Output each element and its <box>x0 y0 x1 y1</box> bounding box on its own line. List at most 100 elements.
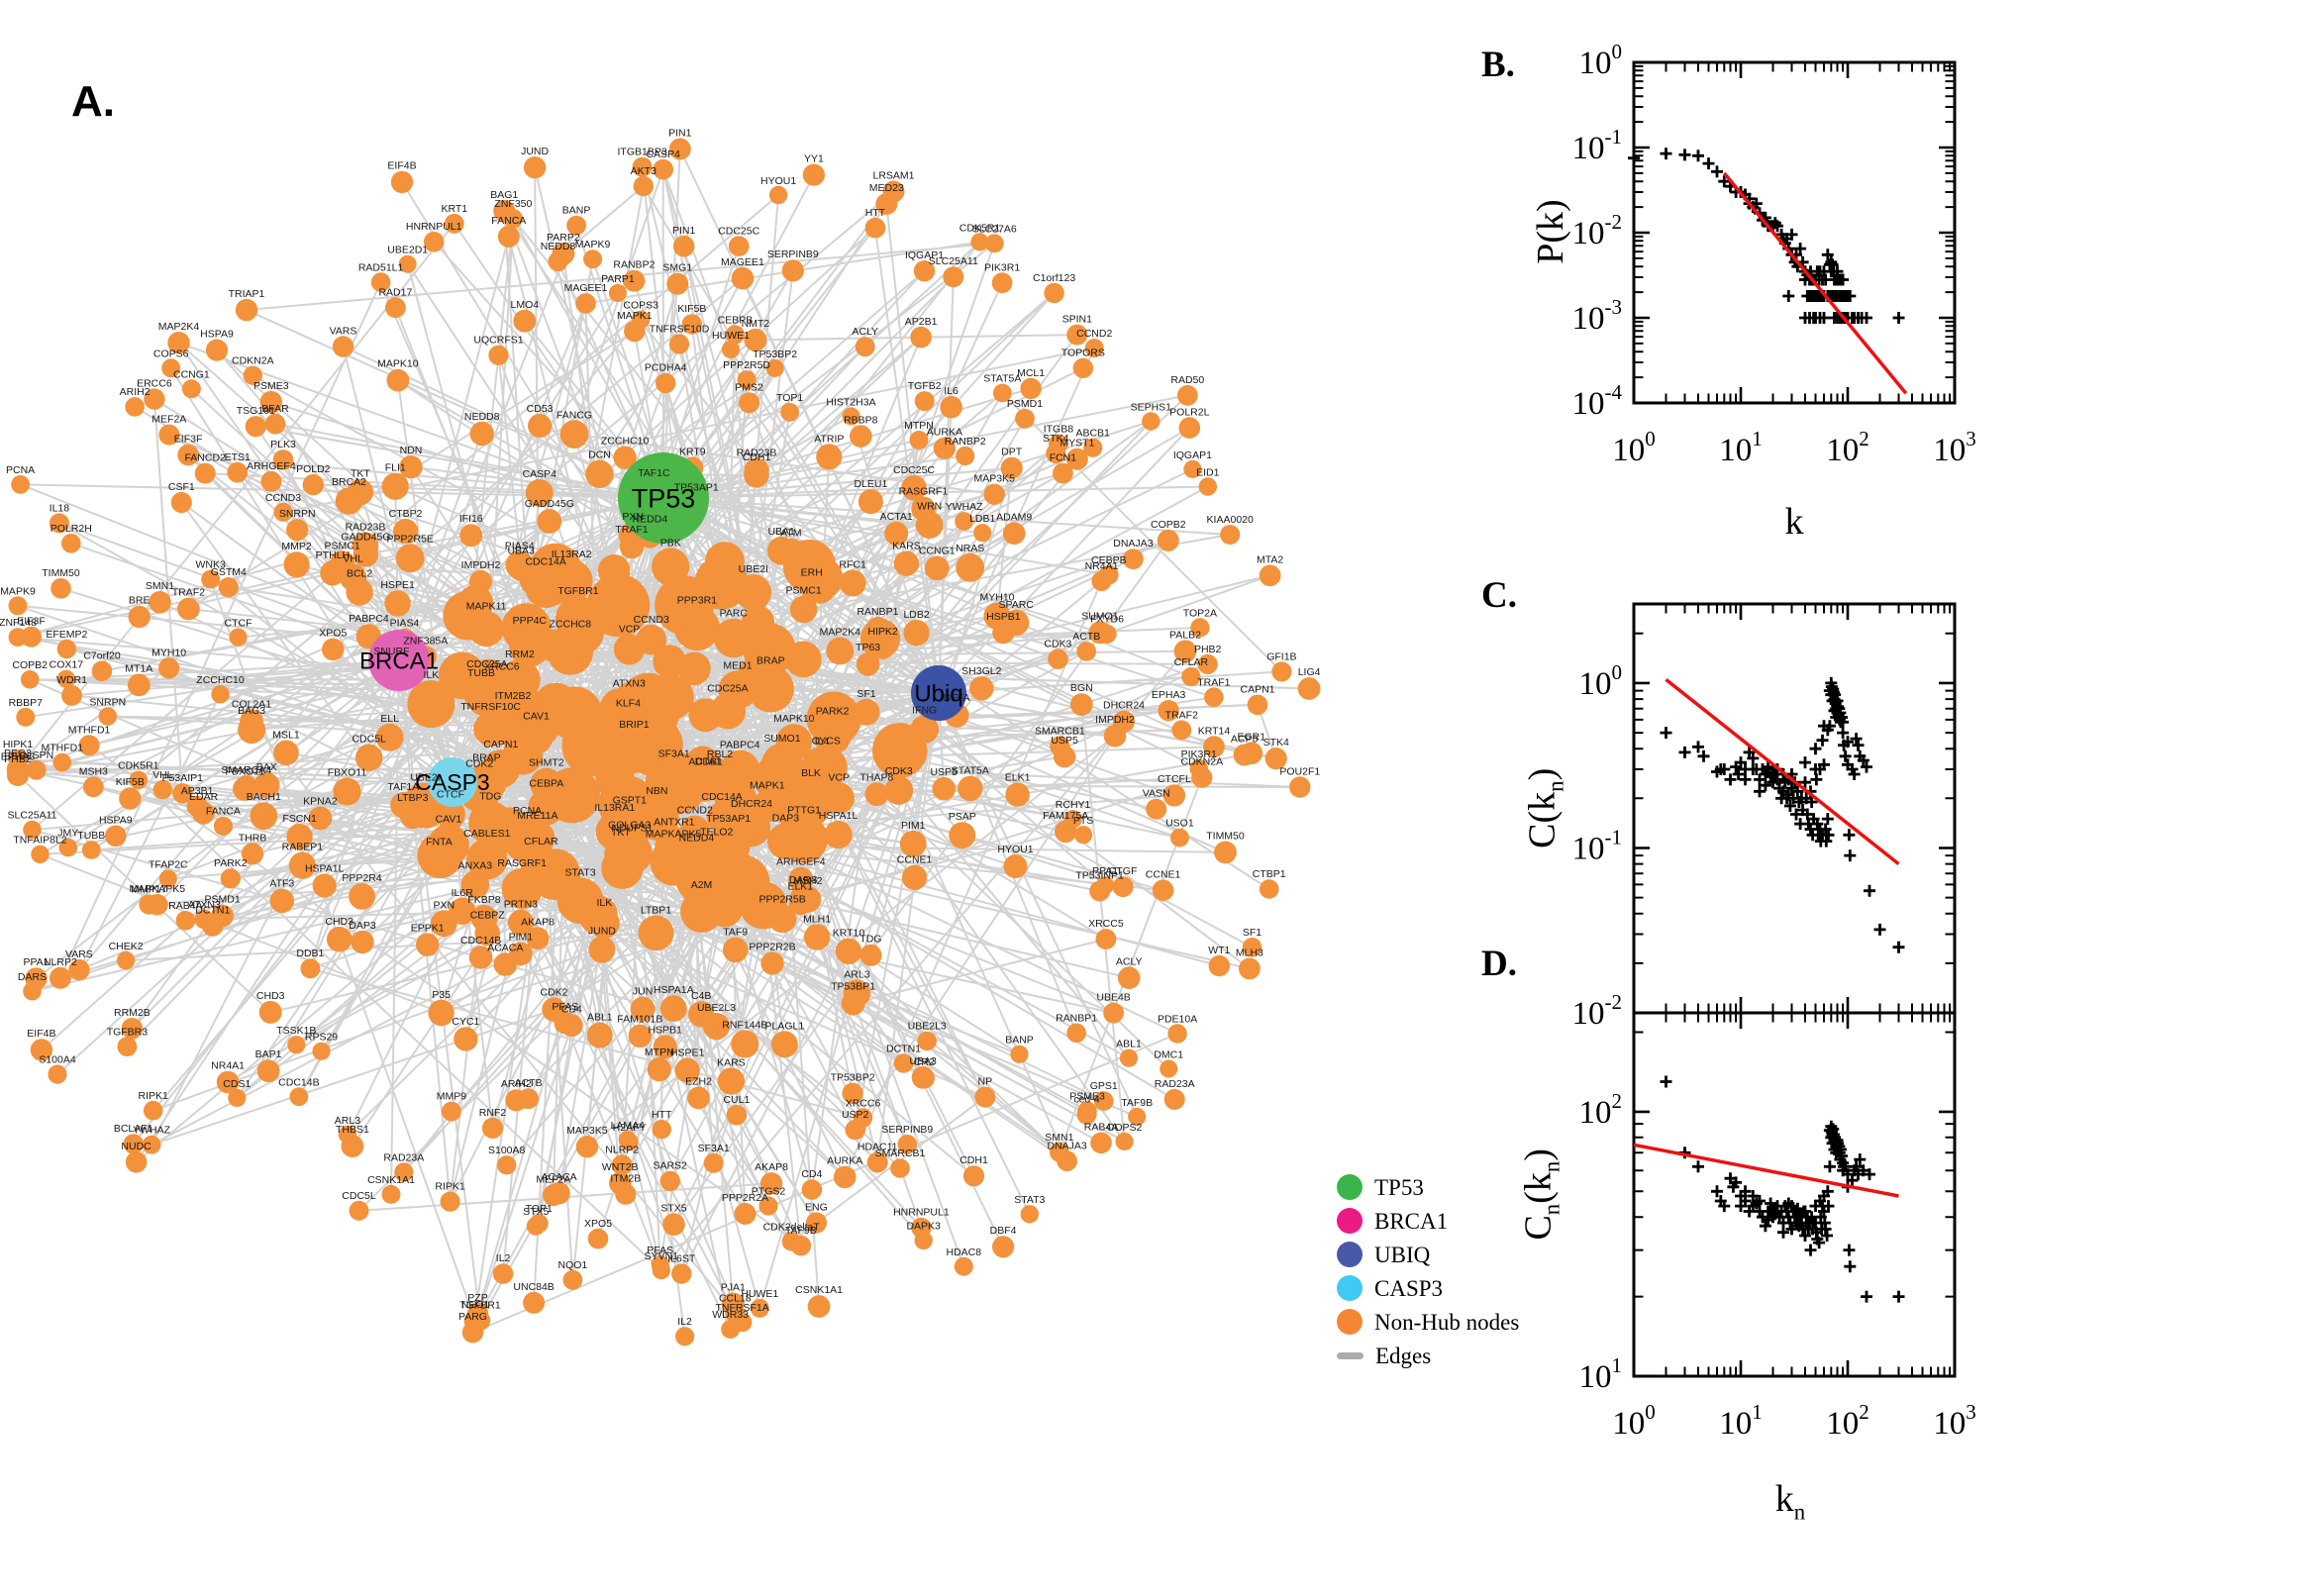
network-node <box>158 869 177 888</box>
network-node <box>747 665 794 713</box>
network-node <box>238 716 266 745</box>
network-node <box>1142 412 1161 431</box>
network-node-label: CEBPA <box>529 778 563 790</box>
network-node-label: USP2 <box>842 1109 869 1121</box>
network-node <box>449 897 476 926</box>
network-node-label: THRB <box>239 832 267 844</box>
network-node-label: CTBP1 <box>1253 868 1286 880</box>
network-node <box>970 233 989 251</box>
network-node <box>759 1172 783 1195</box>
network-node <box>826 637 855 665</box>
network-node-label: RNF2 <box>479 1107 507 1119</box>
network-node-label: MTHFD1 <box>68 724 111 736</box>
network-node-label: TNFRSF10D <box>650 323 710 335</box>
network-node <box>973 524 992 543</box>
network-node <box>52 752 72 772</box>
network-node-label: KPNA2 <box>303 796 338 808</box>
network-node <box>1157 529 1179 551</box>
network-node-label: DCN <box>588 449 611 461</box>
network-node-label: ATXN3 <box>613 677 646 689</box>
network-node-label: BANP <box>1005 1035 1034 1047</box>
network-node <box>1163 1088 1185 1110</box>
network-node <box>386 368 410 392</box>
network-node-label: CDK2deltaT <box>763 1221 821 1233</box>
network-node-label: HIPK1 <box>3 739 34 750</box>
network-node <box>390 170 414 194</box>
plot-frame <box>1632 602 1957 1015</box>
minor-ticks <box>1634 62 1955 403</box>
scatter-points <box>1660 1075 1905 1303</box>
network-node-label: CDK5R1 <box>960 222 1001 234</box>
network-node-label: ATM <box>780 528 801 540</box>
network-node-label: POLD2 <box>296 463 331 475</box>
network-node <box>562 1269 583 1290</box>
network-node-label: ARL3 <box>335 1115 360 1127</box>
network-node <box>20 670 40 689</box>
network-node-label: ACLY <box>1116 955 1143 967</box>
network-node <box>312 873 337 898</box>
network-node-label: HSPA9 <box>200 328 234 340</box>
tick-label: 103 <box>1933 427 1976 468</box>
network-node <box>1020 1205 1040 1224</box>
scatter-points <box>1628 148 1905 324</box>
network-node-label: CDH1 <box>743 451 771 463</box>
network-node <box>283 551 310 578</box>
network-node-label: TNFRSF10C <box>460 701 521 713</box>
network-node <box>1189 758 1208 778</box>
network-node-label: CTCFL <box>1158 773 1191 785</box>
network-node-label: IFNG <box>912 704 937 716</box>
network-node <box>501 867 543 910</box>
network-node-label: MAPK1 <box>617 310 653 322</box>
network-node <box>440 1191 460 1212</box>
network-node-label: CHEK2 <box>109 941 144 952</box>
network-node-label: PBK <box>660 537 681 549</box>
network-node <box>1239 957 1261 980</box>
network-node-label: CHD3 <box>325 916 354 928</box>
network-node <box>866 1151 888 1173</box>
network-node-label: RIPK1 <box>435 1181 465 1193</box>
network-node-label: CDC14B <box>278 1076 319 1088</box>
network-node-label: TRAF2 <box>172 587 205 599</box>
network-node-label: DHCR24 <box>1103 700 1145 712</box>
minor-ticks <box>1634 603 1955 1013</box>
network-node <box>464 678 498 711</box>
network-node-label: RIPK1 <box>139 1090 169 1102</box>
network-node-label: TDG <box>479 790 501 802</box>
network-node-label: YY1 <box>804 153 824 165</box>
legend-label: BRCA1 <box>1374 1208 1449 1234</box>
network-node <box>778 538 804 564</box>
network-node-label: ACTB <box>515 1077 543 1089</box>
network-node <box>341 1135 364 1157</box>
network-node-label: CCND2 <box>1076 328 1112 340</box>
network-node-label: MYST1 <box>1060 438 1094 449</box>
network-node <box>218 577 239 598</box>
network-node <box>1002 522 1026 545</box>
legend-label: UBIQ <box>1374 1242 1431 1267</box>
network-node-label: C4B <box>691 990 711 1002</box>
network-node <box>250 802 278 831</box>
plot-d-xlabel-sub: n <box>1793 1499 1806 1525</box>
network-node-label: NEDD4 <box>633 514 668 526</box>
network-node <box>992 383 1012 403</box>
network-node <box>864 217 886 239</box>
network-node <box>523 1291 546 1314</box>
network-node <box>732 809 771 848</box>
network-node-label: ZNF148 <box>0 617 37 629</box>
network-node <box>312 1042 331 1060</box>
network-node-label: ZNF385A <box>403 635 448 647</box>
network-node <box>780 815 829 863</box>
network-node-label: NLRP2 <box>605 1144 639 1155</box>
network-node-label: SNRPN <box>279 508 316 520</box>
network-node-label: CDC14B <box>460 935 501 947</box>
network-node <box>375 723 404 751</box>
network-node <box>497 225 520 248</box>
network-node-label: HDAC11 <box>858 1142 898 1153</box>
network-node-label: DNAJA3 <box>1113 538 1153 549</box>
network-node <box>717 1067 746 1095</box>
network-node-label: HUWE1 <box>712 330 750 342</box>
network-node-label: TGFBR1 <box>557 585 599 597</box>
network-node <box>731 266 755 290</box>
network-node-label: CTGF <box>1109 865 1138 877</box>
network-node-label: S100A4 <box>39 1054 76 1066</box>
network-node-label: CDC25A <box>707 682 748 694</box>
